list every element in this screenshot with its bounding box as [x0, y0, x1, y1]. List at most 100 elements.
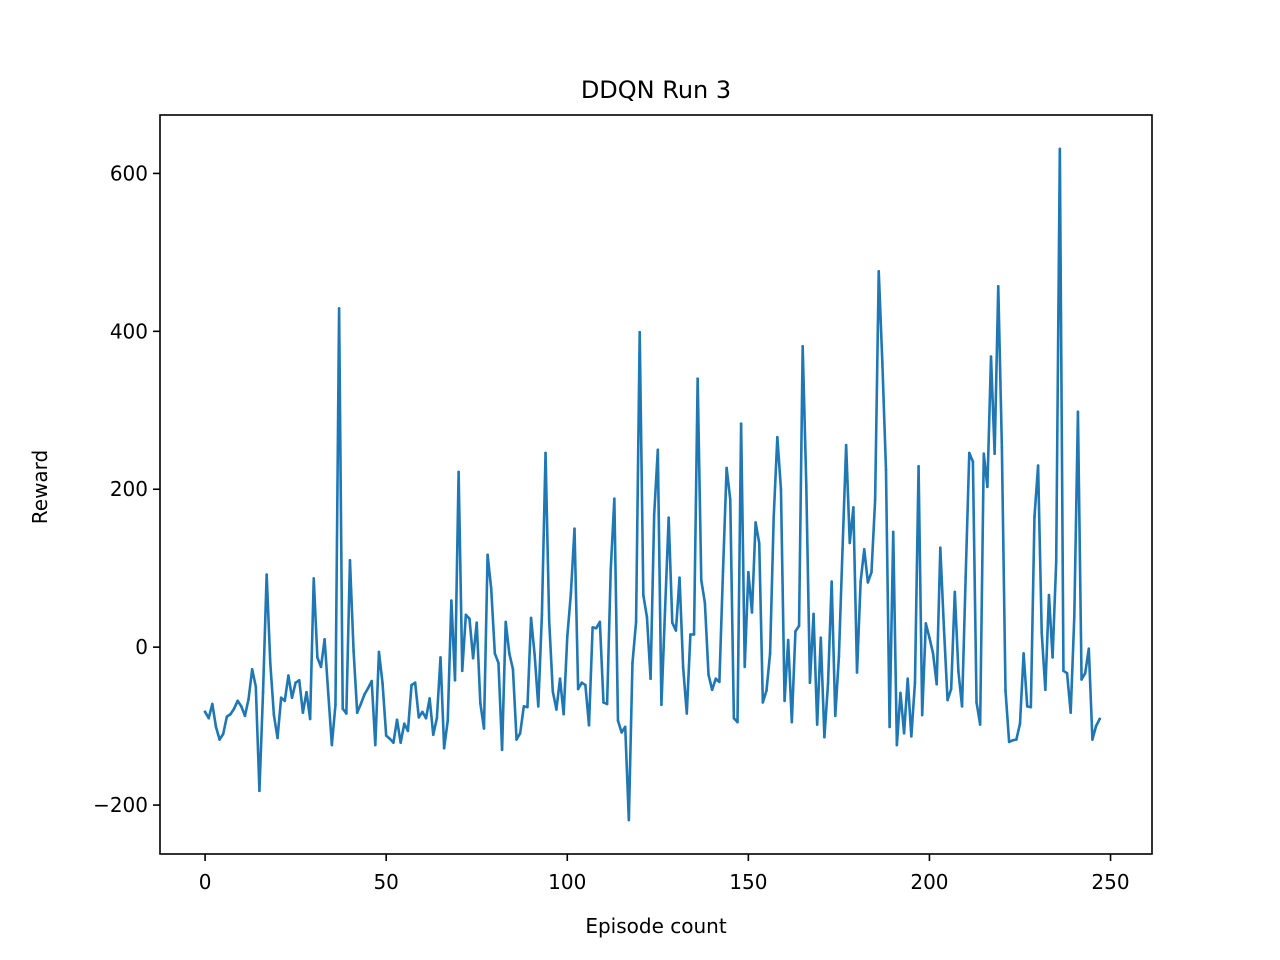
data-point	[996, 285, 1000, 288]
data-point	[721, 570, 725, 573]
data-point	[881, 361, 884, 365]
data-point	[819, 636, 823, 639]
data-point	[323, 637, 326, 641]
data-point	[837, 655, 841, 658]
data-point	[920, 713, 924, 717]
data-point	[508, 652, 511, 655]
x-tick-label: 0	[199, 870, 212, 894]
data-point	[776, 435, 779, 439]
data-point	[613, 497, 616, 501]
data-point	[946, 698, 949, 702]
x-tick-label: 100	[548, 870, 586, 894]
data-point	[312, 577, 316, 580]
data-point	[718, 680, 721, 684]
data-point	[536, 705, 540, 708]
data-point	[207, 716, 211, 720]
data-point	[268, 661, 272, 665]
data-point	[728, 498, 732, 501]
data-point	[826, 682, 830, 685]
data-point	[504, 620, 508, 624]
data-point	[359, 702, 363, 706]
chart-title: DDQN Run 3	[581, 76, 731, 104]
data-point	[830, 580, 833, 583]
data-point	[1044, 688, 1047, 692]
data-point	[522, 705, 526, 708]
data-point	[732, 716, 736, 720]
data-point	[374, 743, 377, 747]
data-point	[236, 699, 239, 703]
data-point	[352, 649, 355, 653]
data-point	[765, 689, 768, 692]
data-point	[870, 570, 873, 574]
data-point	[1098, 717, 1101, 721]
data-point	[1076, 410, 1080, 414]
data-point	[627, 818, 631, 822]
data-point	[406, 729, 410, 733]
y-axis: −200 0 200 400 600	[93, 161, 160, 817]
data-point	[326, 691, 330, 695]
data-point	[931, 652, 935, 655]
data-point	[421, 710, 424, 714]
data-point	[229, 712, 232, 716]
data-point	[381, 682, 384, 685]
x-tick-label: 50	[373, 870, 398, 894]
reward-series-points	[203, 147, 1101, 822]
data-point	[261, 690, 265, 694]
data-point	[377, 650, 381, 654]
data-point	[348, 558, 352, 562]
data-point	[384, 734, 388, 737]
data-point	[855, 671, 859, 674]
data-point	[297, 679, 301, 682]
data-point	[363, 693, 366, 696]
data-point	[402, 722, 406, 726]
data-point	[565, 635, 569, 639]
y-tick-label: 200	[110, 477, 148, 501]
data-point	[301, 711, 305, 714]
data-point	[446, 719, 450, 722]
data-point	[1033, 515, 1036, 519]
data-point	[754, 521, 757, 524]
data-point	[877, 270, 881, 273]
data-point	[1011, 739, 1015, 742]
data-point	[779, 487, 783, 491]
data-point	[399, 741, 402, 744]
data-point	[479, 701, 482, 705]
data-point	[975, 701, 978, 704]
data-point	[211, 702, 214, 706]
x-tick-label: 200	[910, 870, 948, 894]
data-point	[939, 546, 942, 549]
data-point	[852, 506, 855, 509]
data-point	[587, 724, 591, 727]
data-point	[1025, 705, 1029, 708]
data-point	[272, 713, 276, 717]
data-point	[971, 460, 975, 463]
data-point	[674, 629, 678, 632]
data-point	[739, 422, 743, 426]
data-point	[594, 626, 598, 630]
data-point	[982, 452, 986, 456]
data-point	[558, 677, 562, 681]
data-point	[214, 725, 218, 729]
data-point	[431, 733, 435, 737]
data-point	[319, 665, 323, 669]
data-point	[710, 688, 714, 692]
data-point	[714, 677, 718, 681]
data-point	[573, 527, 576, 531]
data-point	[696, 377, 699, 381]
data-point	[475, 621, 479, 624]
data-point	[917, 465, 920, 468]
data-point	[1058, 147, 1062, 151]
data-point	[960, 705, 964, 708]
data-point	[797, 624, 801, 628]
data-point	[663, 608, 667, 612]
data-point	[768, 652, 772, 655]
data-point	[808, 681, 812, 684]
data-point	[895, 743, 899, 747]
data-point	[308, 717, 312, 721]
data-point	[471, 656, 475, 660]
data-point	[435, 716, 439, 720]
data-point	[935, 682, 938, 686]
data-point	[424, 716, 428, 720]
data-point	[544, 451, 547, 455]
